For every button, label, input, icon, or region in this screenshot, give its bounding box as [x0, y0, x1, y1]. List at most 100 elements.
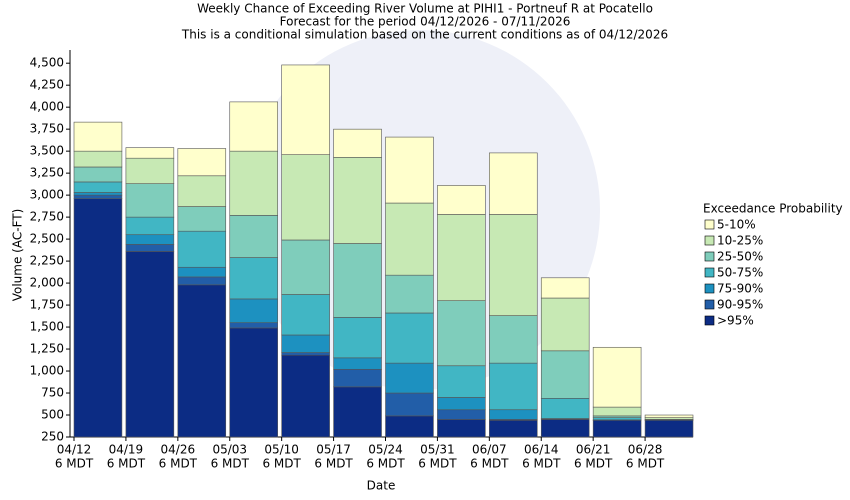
x-tick-label-suffix: 6 MDT	[159, 457, 198, 471]
bar-segment	[385, 136, 434, 204]
bar-segment	[540, 419, 590, 438]
bar-segment	[489, 409, 538, 420]
bar-segment	[281, 154, 330, 241]
bar-segment	[489, 152, 538, 215]
bar-segment	[125, 244, 175, 252]
x-tick-label-suffix: 6 MDT	[470, 457, 509, 471]
bar-segment	[437, 397, 486, 411]
legend-swatch	[704, 267, 715, 278]
bar-segment	[229, 257, 278, 300]
x-tick-label: 05/24	[368, 443, 403, 457]
bar-segment	[229, 215, 278, 258]
bar-segment	[437, 300, 486, 367]
bar-segment	[281, 334, 330, 353]
bar-segment	[540, 297, 590, 352]
legend-swatch	[704, 235, 715, 246]
bar-segment	[437, 419, 486, 438]
x-tick-label: 06/14	[524, 443, 559, 457]
bar-segment	[281, 239, 330, 295]
x-tick-label: 05/10	[264, 443, 299, 457]
x-tick-label-suffix: 6 MDT	[107, 457, 146, 471]
y-tick-label: 250	[41, 430, 64, 444]
y-tick-label: 2,250	[30, 254, 64, 268]
bar-segment	[592, 417, 642, 421]
bar-segment	[385, 202, 434, 276]
legend-label: 10-25%	[717, 234, 763, 248]
x-tick-label: 04/19	[109, 443, 144, 457]
bar-segment	[333, 368, 382, 388]
y-tick-label: 750	[41, 386, 64, 400]
x-tick-label: 04/26	[161, 443, 196, 457]
x-tick-label: 06/07	[472, 443, 507, 457]
y-tick-label: 3,250	[30, 166, 64, 180]
legend-label: >95%	[717, 314, 754, 328]
bar-segment	[73, 150, 123, 168]
bar-segment	[592, 419, 642, 438]
y-tick-label: 2,750	[30, 210, 64, 224]
bar-segment	[385, 362, 434, 394]
y-tick-label: 4,250	[30, 78, 64, 92]
bar-segment	[385, 312, 434, 364]
y-tick-label: 1,000	[30, 364, 64, 378]
bar-segment	[385, 274, 434, 314]
x-tick-label: 06/28	[628, 443, 663, 457]
legend-swatch	[704, 315, 715, 326]
bar-segment	[177, 276, 227, 286]
bar-segment	[73, 181, 123, 193]
x-tick-label: 05/03	[212, 443, 247, 457]
y-tick-label: 3,500	[30, 144, 64, 158]
legend-label: 75-90%	[717, 282, 763, 296]
bar-segment	[540, 350, 590, 399]
legend-swatch	[704, 299, 715, 310]
y-tick-label: 3,750	[30, 122, 64, 136]
x-tick-label: 06/21	[576, 443, 611, 457]
y-axis-label: Volume (AC-FT)	[11, 209, 25, 302]
y-tick-label: 2,000	[30, 276, 64, 290]
bar-segment	[125, 157, 175, 184]
bar-segment	[281, 354, 330, 438]
bar-segment	[229, 101, 278, 152]
bar-segment	[437, 365, 486, 398]
bar-segment	[125, 183, 175, 218]
x-tick-label: 05/31	[420, 443, 455, 457]
bar-segment	[644, 419, 694, 438]
bar-segment	[592, 346, 642, 408]
bar-segment	[437, 185, 486, 215]
bar-segment	[229, 298, 278, 323]
chart-note: This is a conditional simulation based o…	[181, 28, 668, 42]
x-tick-label-suffix: 6 MDT	[55, 457, 94, 471]
bar-segment	[177, 148, 227, 177]
bar-segment	[489, 362, 538, 411]
bar-segment	[281, 352, 330, 356]
x-tick-label-suffix: 6 MDT	[314, 457, 353, 471]
x-axis-label: Date	[367, 479, 396, 493]
bar-segment	[489, 214, 538, 316]
y-tick-label: 1,750	[30, 298, 64, 312]
y-tick-label: 4,500	[30, 56, 64, 70]
x-tick-label-suffix: 6 MDT	[211, 457, 250, 471]
bar-segment	[125, 147, 175, 159]
y-tick-label: 4,000	[30, 100, 64, 114]
chart-subtitle: Forecast for the period 04/12/2026 - 07/…	[280, 15, 571, 29]
bar-segment	[281, 294, 330, 336]
bar-segment	[437, 214, 486, 301]
x-tick-label: 05/17	[316, 443, 351, 457]
bar-segment	[177, 266, 227, 278]
bar-segment	[385, 415, 434, 438]
x-tick-label-suffix: 6 MDT	[626, 457, 665, 471]
legend-title: Exceedance Probability	[703, 202, 843, 216]
bar-segment	[73, 198, 123, 438]
legend-swatch	[704, 251, 715, 262]
legend-label: 5-10%	[717, 218, 756, 232]
x-tick-label-suffix: 6 MDT	[574, 457, 613, 471]
bar-segment	[333, 243, 382, 318]
x-tick-label-suffix: 6 MDT	[262, 457, 301, 471]
bar-segment	[177, 206, 227, 232]
bar-segment	[333, 357, 382, 370]
bar-segment	[229, 327, 278, 438]
legend-label: 90-95%	[717, 298, 763, 312]
bar-segment	[281, 64, 330, 155]
bar-segment	[125, 251, 175, 438]
y-tick-label: 1,250	[30, 342, 64, 356]
